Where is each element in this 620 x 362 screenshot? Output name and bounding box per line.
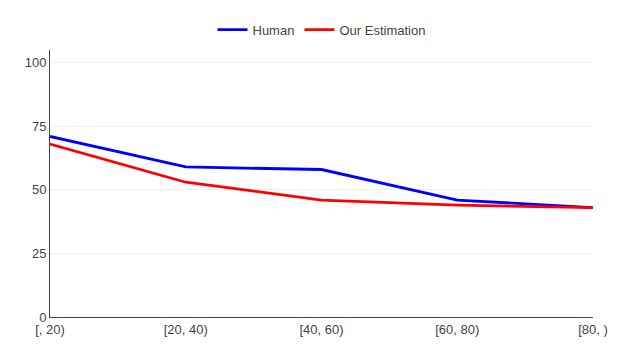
- svg-text:[40, 60): [40, 60): [299, 322, 343, 337]
- svg-text:[60, 80): [60, 80): [435, 322, 479, 337]
- svg-text:50: 50: [32, 182, 46, 197]
- svg-text:Our Estimation: Our Estimation: [339, 23, 425, 38]
- svg-text:0: 0: [39, 310, 46, 325]
- svg-text:[20, 40): [20, 40): [164, 322, 208, 337]
- svg-text:[80, ): [80, ): [578, 322, 608, 337]
- svg-text:75: 75: [32, 119, 46, 134]
- svg-text:25: 25: [32, 246, 46, 261]
- svg-text:100: 100: [25, 55, 47, 70]
- svg-text:Human: Human: [253, 23, 295, 38]
- svg-text:[, 20): [, 20): [35, 322, 65, 337]
